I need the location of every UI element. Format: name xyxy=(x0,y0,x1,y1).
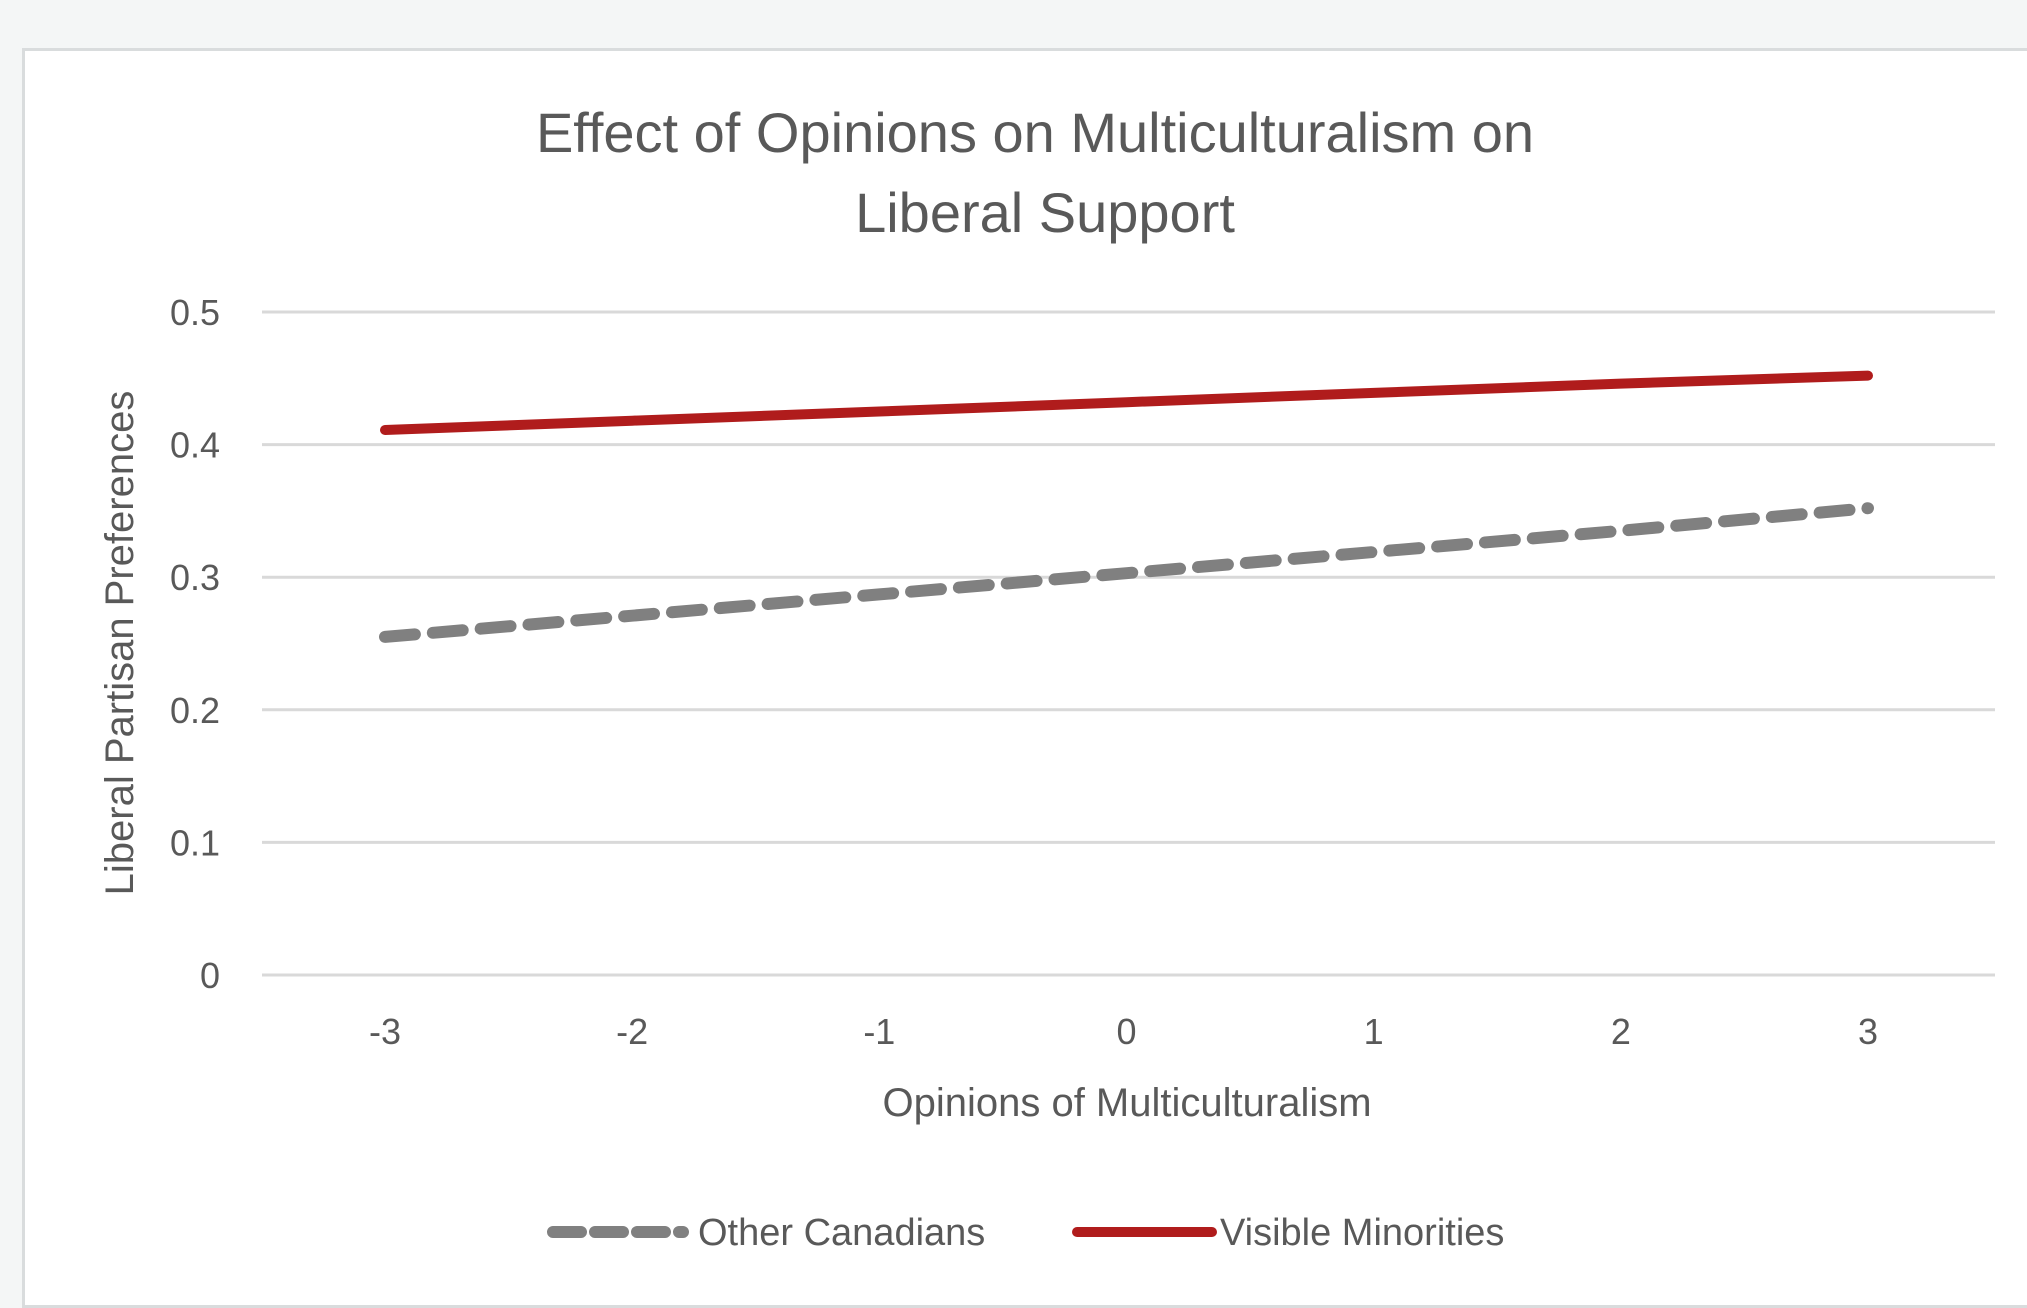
y-axis-ticks: 0 0.1 0.2 0.3 0.4 0.5 xyxy=(170,292,220,996)
x-tick-label: 3 xyxy=(1858,1011,1878,1052)
line-chart: 0 0.1 0.2 0.3 0.4 0.5 -3 -2 -1 0 1 2 3 Effect of Op… xyxy=(98,101,1995,1254)
x-axis-ticks: -3 -2 -1 0 1 2 3 xyxy=(369,1011,1878,1052)
y-tick-label: 0.4 xyxy=(170,425,220,466)
chart-title-line-2: Liberal Support xyxy=(855,181,1235,244)
x-tick-label: 1 xyxy=(1364,1011,1384,1052)
legend: Other Canadians Visible Minorities xyxy=(547,1212,1504,1254)
x-tick-label: 2 xyxy=(1611,1011,1631,1052)
x-tick-label: -1 xyxy=(863,1011,895,1052)
chart-title-line-1: Effect of Opinions on Multiculturalism o… xyxy=(536,101,1534,164)
y-tick-label: 0.1 xyxy=(170,822,220,863)
x-tick-label: 0 xyxy=(1116,1011,1136,1052)
x-tick-label: -3 xyxy=(369,1011,401,1052)
gridlines xyxy=(262,310,1995,977)
series-lines xyxy=(379,370,1874,643)
series-line-visible-minorities xyxy=(380,370,1873,435)
y-tick-label: 0 xyxy=(200,955,220,996)
legend-label-other-canadians: Other Canadians xyxy=(698,1212,985,1254)
series-line-other-canadians xyxy=(379,502,1874,643)
y-tick-label: 0.3 xyxy=(170,557,220,598)
chart-frame xyxy=(22,48,2027,1308)
x-tick-label: -2 xyxy=(616,1011,648,1052)
y-tick-label: 0.5 xyxy=(170,292,220,333)
legend-label-visible-minorities: Visible Minorities xyxy=(1220,1212,1504,1254)
x-axis-label: Opinions of Multiculturalism xyxy=(882,1081,1371,1125)
y-axis-label: Liberal Partisan Preferences xyxy=(98,391,142,896)
y-tick-label: 0.2 xyxy=(170,690,220,731)
